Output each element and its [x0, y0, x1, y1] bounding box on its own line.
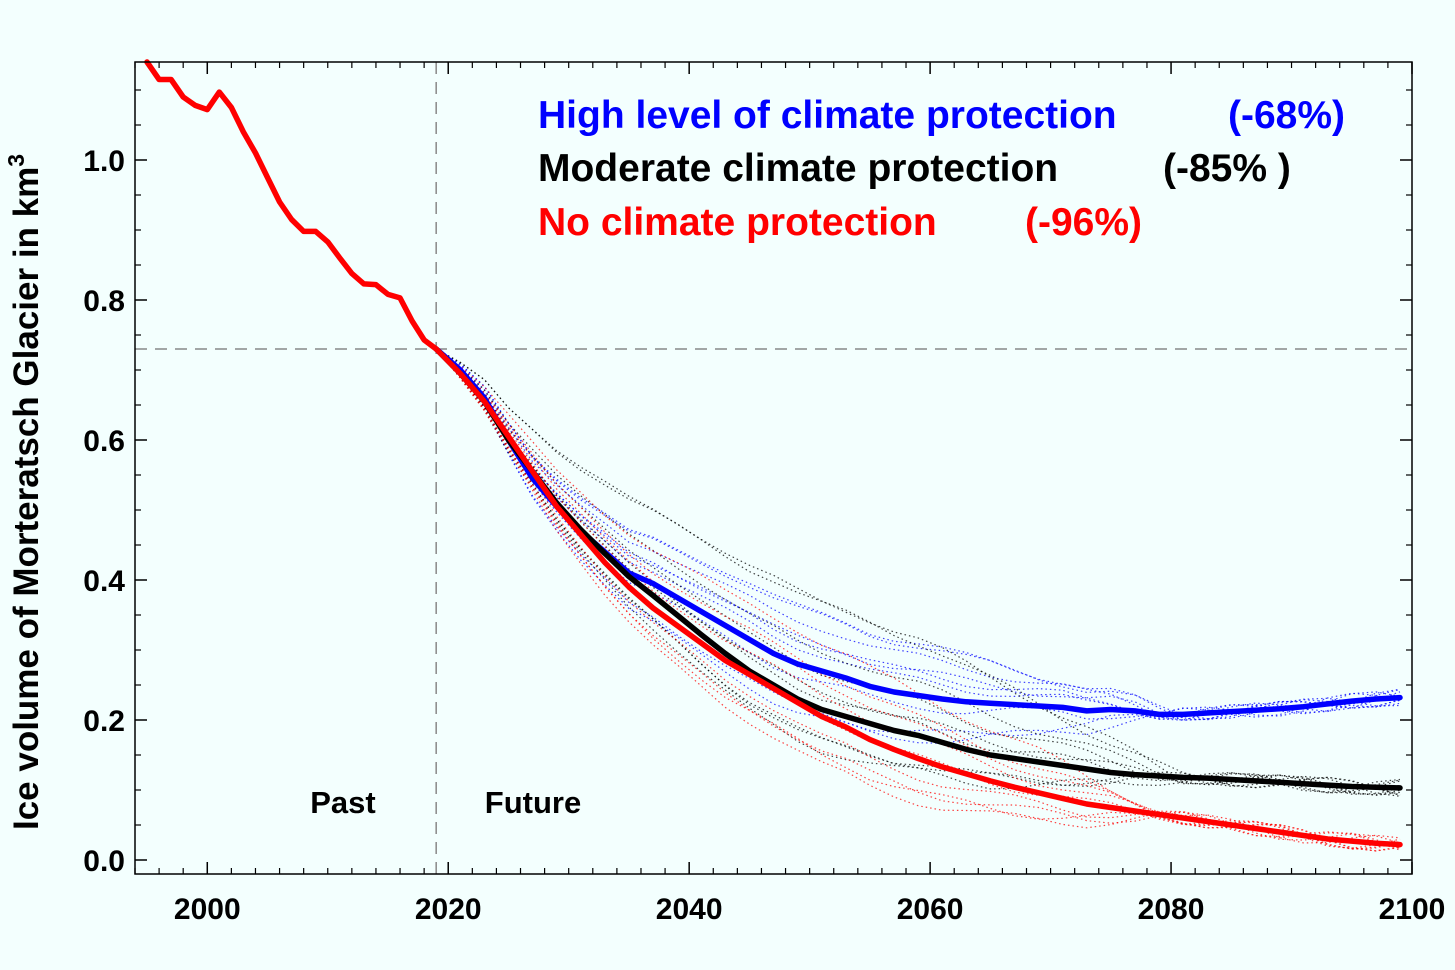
- ensemble-run-line: [435, 348, 1401, 796]
- ensemble-run-line: [435, 348, 1401, 720]
- no-climate-protection-line: [433, 346, 1403, 848]
- ensemble-run-line: [435, 348, 1401, 793]
- x-tick-label: 2100: [1379, 893, 1446, 926]
- ensemble-run-line: [435, 348, 1401, 720]
- x-tick-label: 2080: [1138, 893, 1205, 926]
- legend: High level of climate protection (-68%) …: [538, 94, 1345, 244]
- moderate-climate-protection-line: [433, 346, 1403, 791]
- legend-high-label: High level of climate protection: [538, 94, 1117, 137]
- y-tick-label: 0.6: [83, 425, 125, 458]
- legend-none-change: (-96%): [1025, 201, 1142, 244]
- x-tick-label: 2020: [415, 893, 482, 926]
- ensemble-run-line: [435, 348, 1401, 844]
- legend-moderate-label: Moderate climate protection: [538, 147, 1058, 190]
- future-label: Future: [485, 785, 581, 820]
- ensemble-run-line: [435, 348, 1401, 850]
- ensemble-run-line: [435, 348, 1401, 850]
- x-tick-label: 2000: [174, 893, 241, 926]
- axes: 2000 2020 2040 2060 2080 2100 0.0 0.2 0.4 0.6 0.8 1…: [83, 62, 1445, 926]
- x-tick-label: 2040: [656, 893, 723, 926]
- y-axis-label-superscript: 3: [3, 154, 29, 167]
- series-lines: [144, 59, 1403, 848]
- legend-none-label: No climate protection: [538, 201, 937, 244]
- y-tick-label: 0.2: [83, 705, 125, 738]
- legend-high-change: (-68%): [1228, 94, 1345, 137]
- ensemble-runs: [435, 348, 1401, 852]
- y-tick-label: 0.0: [83, 845, 125, 878]
- ensemble-run-line: [435, 348, 1401, 744]
- ensemble-run-line: [435, 348, 1401, 797]
- ensemble-run-line: [435, 348, 1401, 849]
- ensemble-run-line: [435, 348, 1401, 844]
- legend-moderate-change: (-85% ): [1163, 147, 1291, 190]
- reference-lines: [135, 62, 1412, 874]
- past-label: Past: [310, 785, 375, 820]
- ensemble-run-line: [435, 348, 1401, 794]
- y-tick-label: 0.4: [83, 565, 125, 598]
- ensemble-run-line: [435, 348, 1401, 796]
- ensemble-run-line: [435, 348, 1401, 796]
- ensemble-run-line: [435, 348, 1401, 794]
- ensemble-run-line: [435, 348, 1401, 721]
- y-axis-label-text: Ice volume of Morteratsch Glacier in km: [7, 167, 46, 830]
- ensemble-run-line: [435, 348, 1401, 849]
- y-tick-label: 1.0: [83, 145, 125, 178]
- y-axis-label: Ice volume of Morteratsch Glacier in km3: [3, 154, 46, 830]
- ensemble-run-line: [435, 348, 1401, 796]
- x-tick-label: 2060: [897, 893, 964, 926]
- y-tick-label: 0.8: [83, 285, 125, 318]
- plot-frame: [134, 61, 1413, 875]
- ensemble-run-line: [435, 348, 1401, 721]
- ensemble-run-line: [435, 348, 1401, 795]
- ensemble-run-line: [435, 348, 1401, 851]
- past-line: [144, 59, 439, 352]
